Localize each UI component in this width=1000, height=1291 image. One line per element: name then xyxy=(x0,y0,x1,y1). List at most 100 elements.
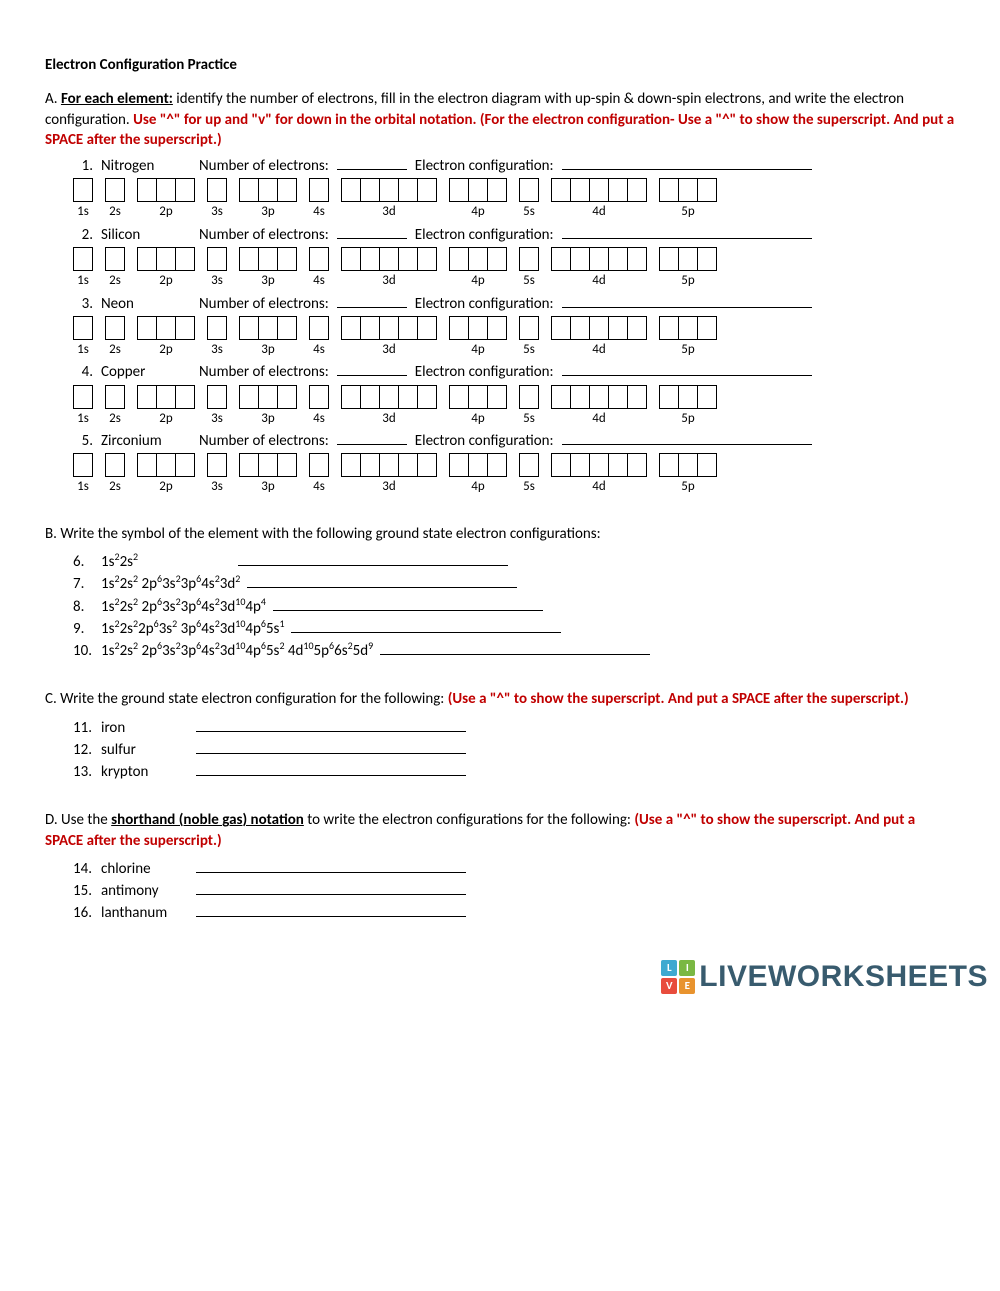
orbital-box[interactable] xyxy=(570,453,590,477)
orbital-box[interactable] xyxy=(449,385,469,409)
electrons-blank[interactable] xyxy=(337,294,407,308)
orbital-box[interactable] xyxy=(551,385,571,409)
orbital-box[interactable] xyxy=(697,453,717,477)
orbital-boxes[interactable] xyxy=(137,385,195,409)
orbital-box[interactable] xyxy=(417,178,437,202)
orbital-boxes[interactable] xyxy=(551,453,647,477)
orbital-box[interactable] xyxy=(697,178,717,202)
orbital-box[interactable] xyxy=(207,453,227,477)
orbital-box[interactable] xyxy=(487,178,507,202)
orbital-box[interactable] xyxy=(417,316,437,340)
orbital-boxes[interactable] xyxy=(449,178,507,202)
orbital-boxes[interactable] xyxy=(239,247,297,271)
orbital-box[interactable] xyxy=(678,178,698,202)
orbital-box[interactable] xyxy=(73,453,93,477)
orbital-boxes[interactable] xyxy=(551,316,647,340)
orbital-box[interactable] xyxy=(398,316,418,340)
orbital-box[interactable] xyxy=(258,385,278,409)
orbital-box[interactable] xyxy=(175,247,195,271)
orbital-box[interactable] xyxy=(627,453,647,477)
orbital-box[interactable] xyxy=(449,453,469,477)
orbital-box[interactable] xyxy=(277,316,297,340)
orbital-boxes[interactable] xyxy=(105,385,125,409)
orbital-box[interactable] xyxy=(207,178,227,202)
orbital-boxes[interactable] xyxy=(73,247,93,271)
orbital-boxes[interactable] xyxy=(73,178,93,202)
orbital-box[interactable] xyxy=(341,316,361,340)
orbital-box[interactable] xyxy=(608,453,628,477)
orbital-box[interactable] xyxy=(627,385,647,409)
orbital-boxes[interactable] xyxy=(105,316,125,340)
orbital-boxes[interactable] xyxy=(207,453,227,477)
answer-blank[interactable] xyxy=(273,597,543,611)
orbital-boxes[interactable] xyxy=(519,178,539,202)
orbital-box[interactable] xyxy=(379,247,399,271)
orbital-box[interactable] xyxy=(659,385,679,409)
orbital-box[interactable] xyxy=(519,316,539,340)
orbital-box[interactable] xyxy=(105,316,125,340)
orbital-box[interactable] xyxy=(551,178,571,202)
orbital-box[interactable] xyxy=(379,453,399,477)
orbital-box[interactable] xyxy=(137,453,157,477)
orbital-boxes[interactable] xyxy=(449,247,507,271)
orbital-box[interactable] xyxy=(309,316,329,340)
orbital-boxes[interactable] xyxy=(341,453,437,477)
orbital-box[interactable] xyxy=(207,247,227,271)
orbital-box[interactable] xyxy=(137,178,157,202)
orbital-boxes[interactable] xyxy=(207,178,227,202)
answer-blank[interactable] xyxy=(196,881,466,895)
orbital-boxes[interactable] xyxy=(519,316,539,340)
orbital-boxes[interactable] xyxy=(659,178,717,202)
orbital-box[interactable] xyxy=(551,247,571,271)
orbital-boxes[interactable] xyxy=(137,247,195,271)
orbital-box[interactable] xyxy=(589,247,609,271)
orbital-box[interactable] xyxy=(627,178,647,202)
orbital-box[interactable] xyxy=(487,247,507,271)
orbital-box[interactable] xyxy=(360,453,380,477)
orbital-boxes[interactable] xyxy=(137,453,195,477)
orbital-boxes[interactable] xyxy=(341,178,437,202)
orbital-box[interactable] xyxy=(309,453,329,477)
orbital-box[interactable] xyxy=(156,247,176,271)
orbital-box[interactable] xyxy=(137,385,157,409)
orbital-boxes[interactable] xyxy=(309,247,329,271)
config-blank[interactable] xyxy=(562,156,812,170)
orbital-box[interactable] xyxy=(449,178,469,202)
orbital-box[interactable] xyxy=(551,453,571,477)
orbital-boxes[interactable] xyxy=(137,178,195,202)
answer-blank[interactable] xyxy=(196,762,466,776)
config-blank[interactable] xyxy=(562,225,812,239)
orbital-box[interactable] xyxy=(341,247,361,271)
orbital-boxes[interactable] xyxy=(551,247,647,271)
orbital-boxes[interactable] xyxy=(73,453,93,477)
orbital-box[interactable] xyxy=(379,385,399,409)
orbital-boxes[interactable] xyxy=(659,247,717,271)
orbital-boxes[interactable] xyxy=(207,316,227,340)
orbital-box[interactable] xyxy=(207,316,227,340)
orbital-box[interactable] xyxy=(398,247,418,271)
orbital-box[interactable] xyxy=(468,247,488,271)
answer-blank[interactable] xyxy=(380,641,650,655)
orbital-box[interactable] xyxy=(239,247,259,271)
orbital-box[interactable] xyxy=(137,316,157,340)
orbital-box[interactable] xyxy=(239,453,259,477)
orbital-boxes[interactable] xyxy=(449,316,507,340)
electrons-blank[interactable] xyxy=(337,362,407,376)
orbital-box[interactable] xyxy=(608,385,628,409)
orbital-box[interactable] xyxy=(570,385,590,409)
orbital-boxes[interactable] xyxy=(105,178,125,202)
orbital-boxes[interactable] xyxy=(309,453,329,477)
orbital-box[interactable] xyxy=(398,453,418,477)
orbital-boxes[interactable] xyxy=(659,453,717,477)
orbital-box[interactable] xyxy=(608,247,628,271)
orbital-box[interactable] xyxy=(341,453,361,477)
orbital-boxes[interactable] xyxy=(309,178,329,202)
orbital-box[interactable] xyxy=(449,316,469,340)
answer-blank[interactable] xyxy=(291,619,561,633)
orbital-box[interactable] xyxy=(156,385,176,409)
orbital-boxes[interactable] xyxy=(551,385,647,409)
orbital-box[interactable] xyxy=(398,385,418,409)
orbital-box[interactable] xyxy=(360,247,380,271)
orbital-box[interactable] xyxy=(678,316,698,340)
orbital-box[interactable] xyxy=(487,453,507,477)
